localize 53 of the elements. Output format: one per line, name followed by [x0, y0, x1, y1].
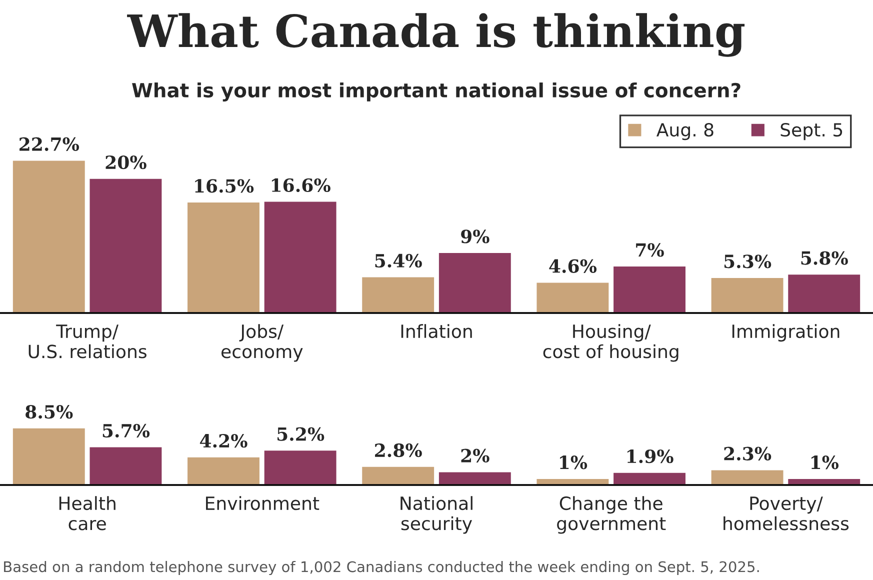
bar — [710, 276, 785, 313]
data-label: 1% — [560, 456, 588, 470]
text: Based on a random telephone survey of 1,002 Canadians conducted the week ending on Sept. 5, 2025. — [4, 560, 759, 576]
bar — [12, 427, 86, 485]
bar — [186, 456, 261, 485]
bar — [535, 281, 610, 313]
legend-label: Aug. 8 — [656, 122, 714, 140]
data-label: 7% — [636, 243, 664, 257]
data-label: 9% — [461, 230, 490, 244]
x-tick-label: Housing/ cost of housing — [543, 324, 678, 362]
x-tick-label: Trump/ U.S. relations — [28, 324, 146, 358]
bar — [262, 200, 338, 313]
bar — [12, 159, 86, 313]
x-tick-label: Poverty/ homelessness — [724, 496, 849, 530]
data-label: 1% — [811, 456, 839, 470]
data-label: 5.8% — [801, 251, 848, 265]
data-label: 16.6% — [272, 178, 330, 192]
x-tick-label: Inflation — [401, 324, 472, 338]
bar — [612, 265, 687, 313]
chart-subtitle: What is your most important national issue of concern? — [132, 82, 740, 102]
bar — [360, 465, 436, 485]
data-label: 5.7% — [102, 424, 150, 438]
bar — [710, 468, 785, 485]
data-label: 16.5% — [195, 179, 254, 193]
x-tick-label: Jobs/ economy — [221, 324, 303, 362]
x-tick-label: Health care — [59, 496, 116, 530]
data-label: 1.9% — [627, 449, 674, 464]
data-label: 5.4% — [375, 254, 422, 268]
x-tick-label: Change the government — [557, 496, 666, 534]
data-label: 20% — [106, 155, 146, 170]
chart-title: What Canada is thinking — [127, 13, 745, 57]
bar — [438, 470, 512, 485]
bar — [88, 178, 164, 313]
data-label: 22.7% — [20, 137, 80, 151]
data-label: 5.3% — [724, 254, 772, 268]
data-label: 2.8% — [375, 443, 422, 458]
bar — [262, 449, 338, 485]
bar — [612, 472, 687, 485]
data-label: 4.6% — [549, 259, 597, 273]
data-label: 2% — [461, 448, 490, 462]
data-label: 8.5% — [26, 405, 73, 419]
legend-label: Sept. 5 — [780, 122, 842, 140]
x-tick-label: Environment — [206, 496, 320, 510]
data-label: 2.3% — [724, 446, 772, 460]
bar — [438, 252, 512, 313]
x-tick-label: National security — [400, 496, 472, 534]
bar — [786, 273, 862, 313]
bar — [88, 446, 164, 485]
bar — [360, 276, 436, 313]
x-tick-label: Immigration — [732, 324, 840, 342]
bar — [186, 201, 261, 313]
data-label: 5.2% — [278, 427, 324, 441]
data-label: 4.2% — [200, 434, 248, 448]
